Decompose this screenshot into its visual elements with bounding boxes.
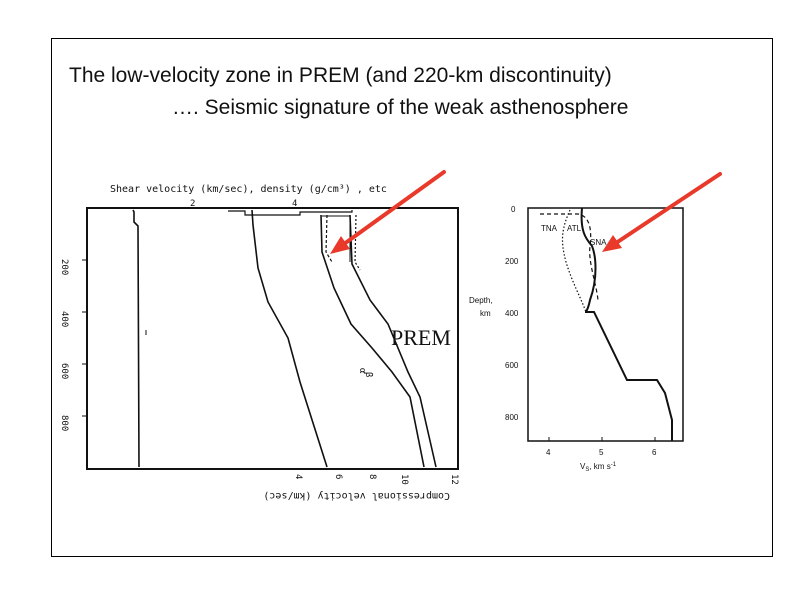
- slide-title-line1: The low-velocity zone in PREM (and 220-k…: [69, 64, 612, 87]
- y-tick-400: 400: [505, 309, 519, 318]
- depth-tick-200: 200: [59, 259, 69, 275]
- lvz-box: [322, 215, 351, 262]
- y-axis-title-depth: Depth,: [469, 296, 493, 305]
- lvz-alt-curve: [325, 214, 333, 263]
- compressional-velocity-curve: [320, 214, 425, 468]
- y-axis-title-km: km: [480, 309, 491, 318]
- prem-plot: Shear velocity (km/sec), density (g/cm³)…: [59, 184, 459, 501]
- tna-curve: [561, 209, 587, 313]
- profiles-plot-frame: [527, 207, 684, 442]
- x-tick-6: 6: [652, 448, 657, 457]
- curve-label-tna: TNA: [541, 224, 558, 233]
- depth-tick-labels: 200 400 600 800: [59, 259, 87, 431]
- y-tick-0: 0: [511, 205, 516, 214]
- arrow-to-prem-lvz-shaft: [342, 170, 446, 246]
- arrow-to-prem-lvz-head: [330, 236, 350, 254]
- shear-velocity-profiles: 0 200 400 600 800 Depth, km 4 5 6 VS, km…: [469, 205, 684, 473]
- arrow-to-sna-lvz-head: [602, 235, 622, 252]
- depth-tick-800: 800: [59, 415, 69, 431]
- arrow-to-sna-lvz-shaft: [614, 172, 722, 245]
- density-curve: [132, 209, 140, 468]
- crust-steps: [228, 210, 353, 216]
- bottom-tick-4: 4: [293, 474, 303, 479]
- sna-curve: [580, 207, 673, 441]
- atl-curve: [540, 213, 599, 301]
- prem-model-label: PREM: [391, 325, 451, 350]
- depth-tick-600: 600: [59, 363, 69, 379]
- slide-title-line2: …. Seismic signature of the weak astheno…: [172, 96, 629, 119]
- bottom-axis-label: Compressional velocity (km/sec): [263, 490, 450, 501]
- curve-label-atl: ATL: [567, 224, 582, 233]
- top-tick-2: 2: [190, 199, 195, 209]
- top-tick-4: 4: [292, 199, 297, 209]
- depth-tick-400: 400: [59, 311, 69, 327]
- bottom-tick-10: 10: [399, 474, 409, 485]
- arrows: [330, 170, 722, 254]
- x-axis-title: VS, km s-1: [580, 462, 617, 473]
- y-tick-600: 600: [505, 361, 519, 370]
- bottom-tick-6: 6: [333, 474, 343, 479]
- bottom-tick-8: 8: [367, 474, 377, 479]
- compressional-velocity-curve-2: [349, 214, 437, 468]
- curve-label-beta: β: [363, 372, 373, 377]
- lvz-alt-curve-2: [354, 214, 361, 271]
- prem-plot-frame: [86, 207, 459, 470]
- curve-label-sna: SNA: [590, 238, 607, 247]
- top-axis-label: Shear velocity (km/sec), density (g/cm³)…: [110, 184, 387, 195]
- x-tick-5: 5: [599, 448, 604, 457]
- y-tick-800: 800: [505, 413, 519, 422]
- curve-label-alpha: α: [357, 368, 367, 374]
- slide-frame: [51, 38, 773, 557]
- shear-velocity-curve: [251, 209, 328, 468]
- bottom-tick-12: 12: [449, 474, 459, 485]
- x-tick-4: 4: [546, 448, 551, 457]
- y-tick-200: 200: [505, 257, 519, 266]
